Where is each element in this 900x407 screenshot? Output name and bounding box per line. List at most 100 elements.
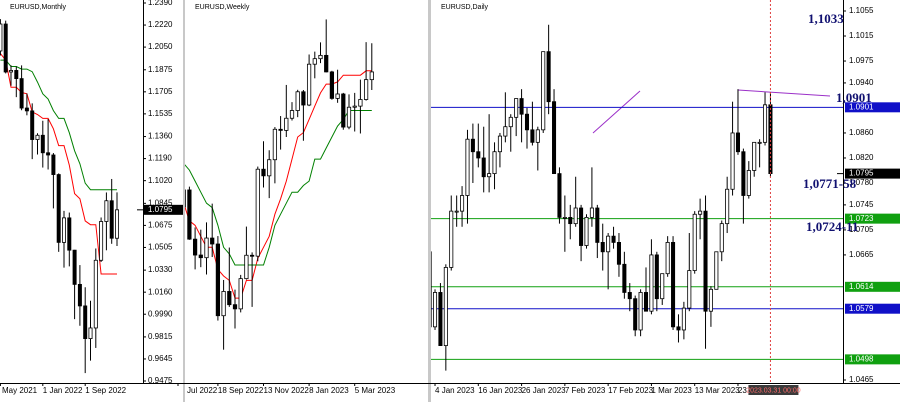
candle-body [62, 217, 66, 243]
last-price-label: 1.0795 [849, 169, 874, 178]
x-tick-label: 1 Sep 2022 [85, 386, 126, 395]
level-price-label: 1.0723 [849, 214, 874, 223]
candle-body [3, 23, 8, 73]
y-tick-label: 1.0330 [148, 265, 173, 274]
y-tick-label: 1.0780 [849, 178, 874, 187]
candle-body [768, 104, 773, 175]
candle-body [519, 98, 524, 115]
candle-body [660, 273, 665, 300]
level-price-box [845, 281, 900, 292]
candle-body [562, 216, 567, 219]
y-tick-label: 0.9475 [148, 376, 173, 385]
level-price-box [845, 213, 900, 224]
level-price-label: 1.0498 [849, 354, 874, 363]
candle-body [665, 242, 670, 275]
candle-body [88, 327, 93, 339]
candle-body [192, 238, 198, 256]
candle-body [606, 235, 611, 253]
candle-body [301, 91, 306, 106]
candle-body [289, 110, 295, 119]
candle-body [708, 288, 713, 312]
date-box [748, 385, 799, 395]
y-tick-label: 1.0160 [148, 287, 173, 296]
level-price-label: 1.0579 [849, 304, 874, 313]
candle-body [72, 249, 77, 285]
candle-body [746, 170, 751, 196]
candle-body [0, 23, 3, 52]
indicator-line [0, 59, 117, 191]
y-tick-label: 1.1535 [148, 109, 173, 118]
x-tick-label: May 2021 [2, 386, 38, 395]
y-tick-label: 1.2050 [148, 42, 173, 51]
candle-body [346, 106, 352, 128]
x-tick-label: 5 Mar 2023 [355, 386, 396, 395]
candle-body [535, 129, 540, 143]
x-tick-label: 13 Mar 2023 [695, 386, 740, 395]
y-tick-label: 1.0845 [148, 198, 173, 207]
candle-body [227, 291, 232, 306]
y-tick-label: 1.1190 [148, 154, 172, 163]
level-price-label: 1.0614 [849, 282, 874, 291]
candle-body [261, 168, 266, 177]
y-tick-label: 1.0665 [849, 250, 874, 259]
x-tick-label: 2023.03.31 00:00 [746, 387, 801, 394]
indicator-line [185, 70, 372, 299]
candle-body [198, 254, 203, 259]
candle-body [730, 132, 735, 190]
candle-body [324, 54, 329, 73]
x-tick-label: 1 Jan 2022 [43, 386, 83, 395]
annotation: 1,0901 [836, 90, 872, 105]
y-tick-label: 1.1705 [148, 87, 173, 96]
annotation: 1,0724-11 [806, 219, 858, 234]
candle-body [514, 98, 519, 118]
candle-body [757, 141, 762, 144]
candle-body [363, 79, 369, 100]
candle-body [255, 168, 260, 257]
last-price-label: 1.0795 [148, 205, 173, 214]
last-price-box [144, 204, 183, 215]
candle-body [735, 132, 741, 153]
x-tick-label: 13 Nov 2022 [264, 386, 310, 395]
candle-body [232, 304, 238, 310]
candle-body [741, 151, 746, 196]
candle-body [19, 78, 24, 109]
y-tick-label: 1.0860 [849, 128, 874, 137]
y-tick-label: 1.1020 [148, 176, 173, 185]
candle-body [67, 217, 72, 251]
candle-body [530, 129, 535, 143]
chart-title: EURUSD,Monthly [10, 4, 67, 11]
candle-body [187, 189, 192, 240]
candle-body [56, 174, 61, 243]
candle-body [51, 154, 56, 175]
candle-body [557, 173, 562, 218]
plot-area [185, 19, 374, 350]
candle-body [584, 216, 589, 246]
candle-body [481, 157, 486, 178]
candle-body [14, 70, 19, 80]
y-tick-label: 1.0675 [148, 221, 173, 230]
candle-body [30, 110, 35, 140]
candle-body [595, 207, 600, 243]
candle-body [267, 159, 272, 177]
y-tick-label: 0.9815 [148, 332, 173, 341]
candle-body [341, 93, 346, 128]
y-tick-label: 1.1875 [148, 65, 173, 74]
y-tick-label: 1.2390 [148, 0, 173, 7]
y-tick-label: 1.2220 [148, 20, 173, 29]
last-price-box [845, 168, 900, 179]
x-tick-label: 16 Jan 2023 [478, 386, 523, 395]
candle-body [24, 107, 29, 112]
candle-body [643, 292, 649, 312]
y-tick-label: 1.1360 [148, 132, 173, 141]
candle-body [698, 210, 703, 215]
candle-body [318, 54, 323, 60]
panel-separator [183, 0, 185, 402]
candle-body [638, 292, 643, 331]
level-price-box [845, 303, 900, 314]
x-tick-label: 23 [738, 386, 747, 395]
candle-body [541, 51, 546, 131]
candle-body [249, 254, 255, 257]
candle-body [611, 235, 616, 243]
candle-body [579, 207, 584, 246]
candle-body [454, 210, 459, 213]
